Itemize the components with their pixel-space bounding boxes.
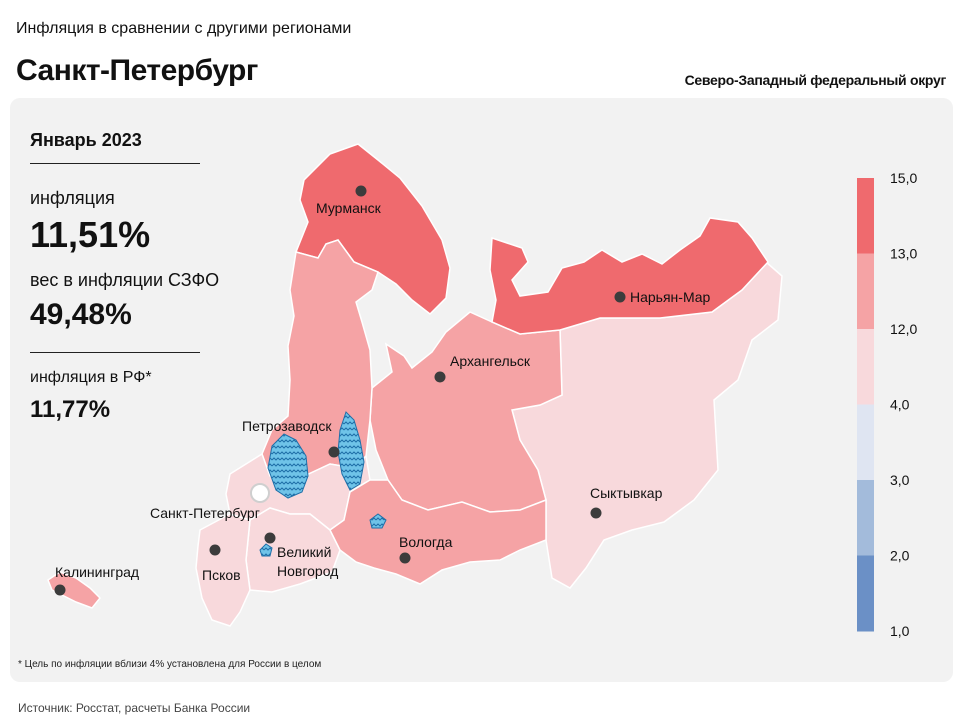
marker-petrozavodsk bbox=[328, 446, 340, 458]
label-murmansk: Мурманск bbox=[316, 200, 382, 216]
region-vologda bbox=[329, 479, 547, 585]
label-naryan-mar: Нарьян-Мар bbox=[630, 289, 711, 305]
marker-naryan-mar bbox=[614, 291, 626, 303]
marker-vologda bbox=[399, 552, 411, 564]
city-markers bbox=[54, 185, 626, 596]
lake-beloye bbox=[369, 513, 387, 529]
russia-inflation-value: 11,77% bbox=[30, 396, 111, 423]
marker-murmansk bbox=[355, 185, 367, 197]
marker-syktyvkar bbox=[590, 507, 602, 519]
inflation-value: 11,51% bbox=[30, 214, 151, 255]
lake-ilmen bbox=[259, 543, 273, 557]
legend-tick-label: 2,0 bbox=[890, 548, 910, 564]
region-nenets bbox=[489, 217, 769, 335]
legend-tick-label: 1,0 bbox=[890, 623, 910, 639]
marker-novgorod bbox=[264, 532, 276, 544]
legend-swatch bbox=[857, 178, 874, 254]
weight-label: вес в инфляции СЗФО bbox=[30, 270, 220, 290]
label-pskov: Псков bbox=[202, 567, 241, 583]
legend-swatch bbox=[857, 480, 874, 556]
label-syktyvkar: Сыктывкар bbox=[590, 485, 663, 501]
page-title: Санкт-Петербург bbox=[16, 54, 258, 87]
legend-swatch bbox=[857, 253, 874, 330]
chart-subtitle: Инфляция в сравнении с другими регионами bbox=[16, 20, 352, 37]
legend-tick-label: 3,0 bbox=[890, 472, 910, 488]
label-petrozavodsk: Петрозаводск bbox=[242, 418, 332, 434]
label-kaliningrad: Калининград bbox=[55, 564, 139, 580]
color-legend: 15,0 13,0 12,0 4,0 3,0 2,0 1,0 bbox=[857, 170, 917, 639]
label-spb: Санкт-Петербург bbox=[150, 505, 260, 521]
marker-arkhangelsk bbox=[434, 371, 446, 383]
legend-tick-label: 15,0 bbox=[890, 170, 917, 186]
source-note: Источник: Росстат, расчеты Банка России bbox=[18, 701, 251, 715]
lake-ladoga bbox=[267, 433, 309, 499]
legend-swatch bbox=[857, 329, 874, 405]
label-arkhangelsk: Архангельск bbox=[450, 353, 531, 369]
region-pskov bbox=[195, 513, 251, 627]
marker-pskov bbox=[209, 544, 221, 556]
legend-swatch bbox=[857, 404, 874, 481]
marker-spb bbox=[250, 483, 270, 503]
lake-onega bbox=[337, 411, 365, 491]
russia-inflation-label: инфляция в РФ* bbox=[30, 369, 152, 386]
inflation-label: инфляция bbox=[30, 188, 115, 208]
legend-tick-label: 12,0 bbox=[890, 321, 917, 337]
divider-top bbox=[30, 163, 200, 164]
weight-value: 49,48% bbox=[30, 298, 132, 331]
footnote: * Цель по инфляции вблизи 4% установлена… bbox=[18, 659, 322, 670]
divider-bottom bbox=[30, 352, 200, 353]
legend-swatch bbox=[857, 555, 874, 632]
label-vologda: Вологда bbox=[399, 534, 453, 550]
legend-tick-label: 4,0 bbox=[890, 397, 910, 413]
label-novgorod-2: Новгород bbox=[277, 563, 338, 579]
period-label: Январь 2023 bbox=[30, 130, 142, 150]
district-label: Северо-Западный федеральный округ bbox=[684, 72, 947, 88]
marker-kaliningrad bbox=[54, 584, 66, 596]
label-novgorod-1: Великий bbox=[277, 544, 331, 560]
legend-tick-label: 13,0 bbox=[890, 246, 917, 262]
